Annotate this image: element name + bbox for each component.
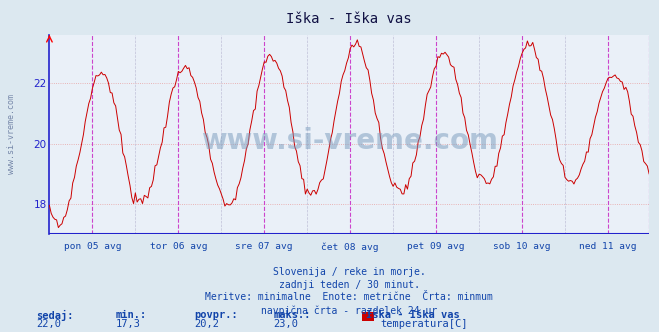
Text: ned 11 avg: ned 11 avg [579,242,637,251]
Text: pon 05 avg: pon 05 avg [64,242,121,251]
Text: zadnji teden / 30 minut.: zadnji teden / 30 minut. [279,280,420,290]
Text: Slovenija / reke in morje.: Slovenija / reke in morje. [273,267,426,277]
Text: navpična črta - razdelek 24 ur: navpična črta - razdelek 24 ur [261,305,438,316]
Text: www.si-vreme.com: www.si-vreme.com [201,127,498,155]
Text: pet 09 avg: pet 09 avg [407,242,465,251]
Text: povpr.:: povpr.: [194,310,238,320]
Text: sob 10 avg: sob 10 avg [494,242,551,251]
Text: maks.:: maks.: [273,310,311,320]
Text: www.si-vreme.com: www.si-vreme.com [7,95,16,174]
Text: sre 07 avg: sre 07 avg [235,242,293,251]
Text: čet 08 avg: čet 08 avg [322,242,379,252]
Text: min.:: min.: [115,310,146,320]
Text: temperatura[C]: temperatura[C] [380,319,468,329]
Text: tor 06 avg: tor 06 avg [150,242,207,251]
Text: sedaj:: sedaj: [36,310,74,321]
Text: Iška - Iška vas: Iška - Iška vas [366,310,459,320]
Text: Iška - Iška vas: Iška - Iška vas [287,12,412,26]
Text: 23,0: 23,0 [273,319,299,329]
Text: 17,3: 17,3 [115,319,140,329]
Text: Meritve: minimalne  Enote: metrične  Črta: minmum: Meritve: minimalne Enote: metrične Črta:… [206,292,493,302]
Text: 20,2: 20,2 [194,319,219,329]
Text: 22,0: 22,0 [36,319,61,329]
